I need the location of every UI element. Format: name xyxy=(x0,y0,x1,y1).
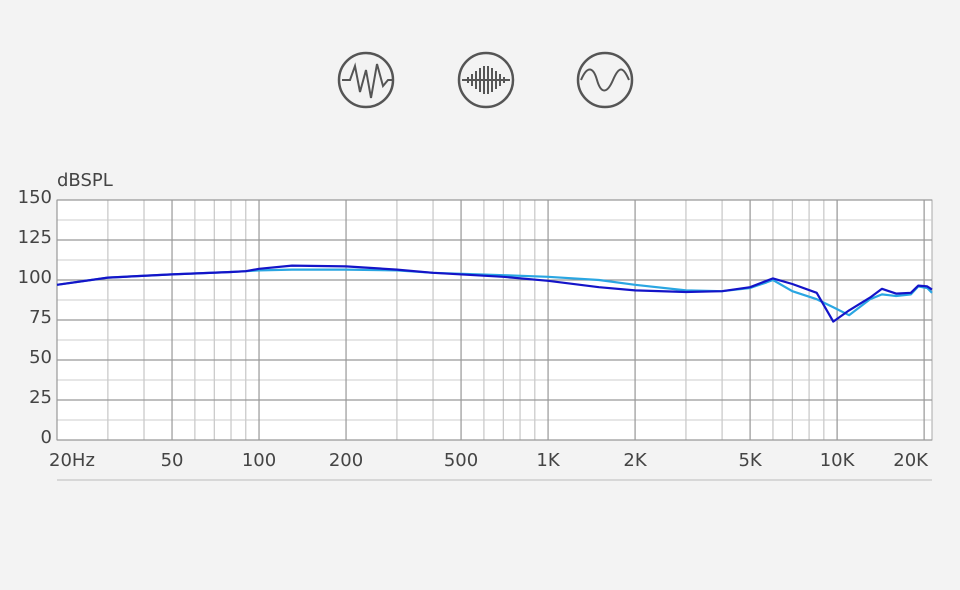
y-tick-label: 50 xyxy=(29,347,52,368)
x-tick-label: 20K xyxy=(893,450,929,471)
x-tick-label: 1K xyxy=(536,450,560,471)
mode-icons xyxy=(337,51,634,109)
x-tick-label: 100 xyxy=(242,450,276,471)
x-tick-label: 200 xyxy=(329,450,363,471)
x-tick-label: 20Hz xyxy=(49,450,95,471)
x-tick-label: 5K xyxy=(738,450,762,471)
icon-sine[interactable] xyxy=(576,51,634,109)
y-tick-label: 125 xyxy=(18,227,52,248)
y-tick-label: 75 xyxy=(29,307,52,328)
x-tick-label: 2K xyxy=(623,450,647,471)
icon-spectrum[interactable] xyxy=(457,51,515,109)
icon-waveform[interactable] xyxy=(337,51,395,109)
y-tick-label: 100 xyxy=(18,267,52,288)
y-tick-label: 25 xyxy=(29,387,52,408)
x-tick-label: 500 xyxy=(444,450,478,471)
y-axis-label: dBSPL xyxy=(57,170,113,191)
y-tick-label: 0 xyxy=(41,427,52,448)
y-tick-label: 150 xyxy=(18,187,52,208)
series-line xyxy=(56,264,933,323)
x-tick-label: 10K xyxy=(820,450,856,471)
x-tick-label: 50 xyxy=(161,450,184,471)
